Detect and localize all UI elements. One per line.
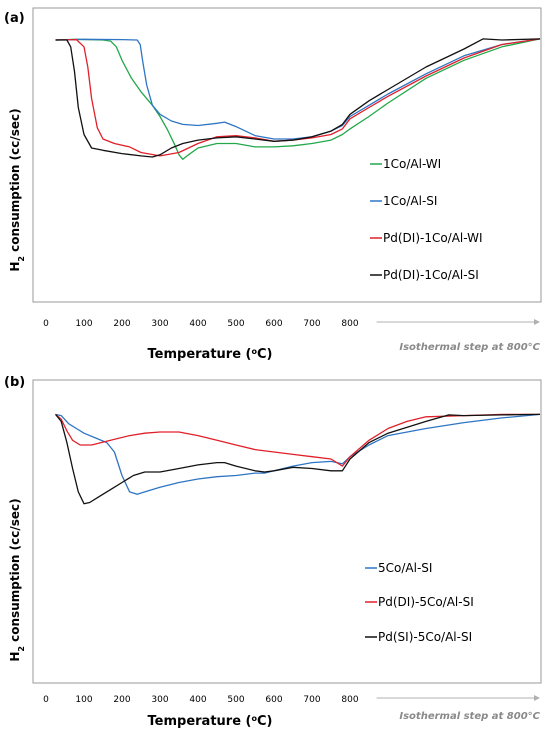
plot-frame xyxy=(32,7,542,303)
legend-entry: 5Co/Al-SI xyxy=(365,561,432,575)
y-axis-label: H2 consumption (cc/sec) xyxy=(8,498,26,661)
series-line-1 xyxy=(55,38,541,160)
x-tick-label: 100 xyxy=(75,319,92,329)
x-tick-label: 200 xyxy=(113,319,130,329)
x-tick-label: 400 xyxy=(189,695,206,705)
x-tick-label: 700 xyxy=(303,695,320,705)
x-tick-label: 400 xyxy=(189,319,206,329)
x-tick-label: 0 xyxy=(43,319,49,329)
legend-label: Pd(DI)-1Co/Al-WI xyxy=(383,231,483,245)
series-line-2 xyxy=(55,413,540,467)
x-tick-label: 300 xyxy=(151,695,168,705)
x-tick-label: 0 xyxy=(43,695,49,705)
series-line-3 xyxy=(55,38,541,157)
panel-b: (b) 0 100 200 300 400 500 600 700 800 Temperature … xyxy=(4,375,542,730)
series-line-3 xyxy=(54,413,541,505)
x-tick-label: 800 xyxy=(341,695,358,705)
series-line-2 xyxy=(55,38,541,140)
isothermal-label: Isothermal step at 800°C xyxy=(399,342,540,353)
x-tick-label: 300 xyxy=(151,319,168,329)
x-tick-label: 100 xyxy=(75,695,92,705)
legend-label: 1Co/Al-SI xyxy=(383,194,437,208)
legend-label: 5Co/Al-SI xyxy=(378,561,432,575)
legend-entry: Pd(SI)-5Co/Al-SI xyxy=(365,630,472,644)
legend-entry: Pd(DI)-1Co/Al-SI xyxy=(370,268,479,282)
panel-label: (b) xyxy=(4,375,25,390)
legend-entry: 1Co/Al-SI xyxy=(370,194,437,208)
x-tick-label: 700 xyxy=(303,319,320,329)
legend-label: Pd(SI)-5Co/Al-SI xyxy=(378,630,472,644)
x-tick-label: 500 xyxy=(227,695,244,705)
x-axis-label: Temperature (oC) xyxy=(148,714,273,730)
series-line-4 xyxy=(55,38,541,158)
legend-label: Pd(DI)-5Co/Al-SI xyxy=(378,595,474,609)
legend-entry: Pd(DI)-5Co/Al-SI xyxy=(365,595,474,609)
plot-frame xyxy=(32,379,542,684)
panel-label: (a) xyxy=(4,11,25,26)
x-tick-label: 500 xyxy=(227,319,244,329)
x-tick-label: 600 xyxy=(265,319,282,329)
series-line-1 xyxy=(55,413,541,495)
panel-a: (a) 0 100 200 300 400 500 600 700 800 Temperature … xyxy=(4,7,542,363)
isothermal-arrow xyxy=(376,319,540,325)
legend-entry: Pd(DI)-1Co/Al-WI xyxy=(370,231,483,245)
x-tick-label: 800 xyxy=(341,319,358,329)
x-tick-label: 200 xyxy=(113,695,130,705)
x-axis-label: Temperature (oC) xyxy=(148,347,273,363)
legend-entry: 1Co/Al-WI xyxy=(370,157,441,171)
legend-label: 1Co/Al-WI xyxy=(383,157,441,171)
y-axis-label: H2 consumption (cc/sec) xyxy=(8,108,26,271)
isothermal-arrow xyxy=(376,695,540,701)
x-tick-label: 600 xyxy=(265,695,282,705)
legend-label: Pd(DI)-1Co/Al-SI xyxy=(383,268,479,282)
isothermal-label: Isothermal step at 800°C xyxy=(399,711,540,722)
